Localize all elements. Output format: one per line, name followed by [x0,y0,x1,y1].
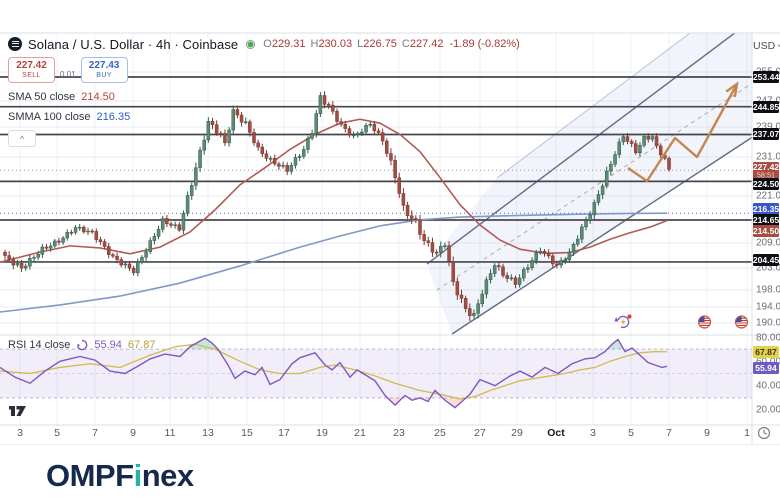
svg-text:13: 13 [202,427,214,439]
candles [3,91,671,322]
svg-text:9: 9 [704,427,710,439]
svg-text:20.00: 20.00 [756,405,780,416]
svg-text:40.00: 40.00 [756,381,780,392]
svg-text:55.94: 55.94 [755,363,777,373]
svg-text:209.00: 209.00 [756,238,780,249]
svg-text:5: 5 [54,427,60,439]
symbol-title: Solana / U.S. Dollar · 4h · Coinbase [28,36,239,52]
svg-text:5: 5 [628,427,634,439]
svg-text:190.00: 190.00 [756,318,780,329]
ohlc-values: O229.31 H230.03 L226.75 C227.42 [263,38,444,50]
svg-text:25: 25 [434,427,446,439]
price-change: -1.89 (-0.82%) [449,38,520,50]
svg-text:58:51: 58:51 [757,170,775,179]
symbol-title-row[interactable]: Solana / U.S. Dollar · 4h · Coinbase O22… [8,36,520,52]
svg-text:216.35: 216.35 [753,204,780,214]
svg-text:29: 29 [511,427,523,439]
buy-button[interactable]: 227.43 BUY [80,57,128,83]
svg-text:3: 3 [590,427,596,439]
svg-text:67.87: 67.87 [755,347,777,357]
refresh-icon [77,339,88,351]
market-status-icon[interactable] [246,39,256,49]
svg-text:9: 9 [130,427,136,439]
solana-logo-icon [8,37,22,51]
svg-text:11: 11 [165,427,176,439]
svg-text:203.00: 203.00 [756,263,780,274]
svg-text:194.00: 194.00 [756,302,780,313]
chevron-up-icon: ^ [19,133,25,144]
svg-text:7: 7 [666,427,672,439]
svg-text:227.42: 227.42 [753,162,780,172]
svg-text:214.50: 214.50 [753,226,780,236]
svg-text:27: 27 [474,427,486,439]
symbol-legend: Solana / U.S. Dollar · 4h · Coinbase O22… [8,36,520,147]
svg-text:17: 17 [278,427,290,439]
projection-arrow[interactable] [627,81,739,183]
rsi-plot [0,337,668,409]
svg-text:253.44: 253.44 [753,72,780,82]
collapse-legend-button[interactable]: ^ [8,130,36,147]
brand-logo: OMPFinex [46,458,194,493]
svg-text:21: 21 [354,427,366,439]
svg-text:7: 7 [92,427,98,439]
svg-text:Oct: Oct [547,427,565,439]
spread-value: 0.01 [60,70,76,79]
sma-legend-row[interactable]: SMA 50 close 214.50 [8,90,115,103]
smma-legend-row[interactable]: SMMA 100 close 216.35 [8,110,131,123]
svg-text:80.00: 80.00 [756,333,780,344]
svg-text:221.00: 221.00 [756,191,780,202]
svg-text:239.00: 239.00 [756,122,780,133]
vertical-gridlines [19,33,748,425]
svg-text:23: 23 [393,427,405,439]
svg-text:244.85: 244.85 [753,102,780,112]
price-dotted-lines [0,169,752,222]
sell-button[interactable]: 227.42 SELL [8,57,55,83]
time-axis-labels[interactable]: 3 5 7 9 11 13 15 17 19 21 23 25 27 29 Oct 3 5 7 9 1 [17,427,750,439]
rsi-legend-row[interactable]: RSI 14 close 55.94 67.87 [8,339,156,351]
us-flag-icon [735,316,748,328]
svg-text:3: 3 [17,427,23,439]
rsi-band [0,348,752,399]
svg-text:214.65: 214.65 [753,215,780,225]
svg-text:15: 15 [241,427,253,439]
refresh-events-icon[interactable] [614,314,632,329]
svg-text:198.00: 198.00 [756,285,780,296]
economic-event-flag-icons[interactable] [697,315,749,329]
svg-text:224.50: 224.50 [753,179,780,189]
svg-text:1: 1 [744,427,750,439]
currency-selector[interactable]: USD [753,39,780,52]
svg-text:231.00: 231.00 [756,152,780,163]
svg-text:204.45: 204.45 [753,255,780,265]
svg-text:19: 19 [316,427,328,439]
svg-text:237.07: 237.07 [753,129,780,139]
clock-icon[interactable] [757,426,771,440]
tradingview-logo-icon[interactable] [9,406,26,416]
